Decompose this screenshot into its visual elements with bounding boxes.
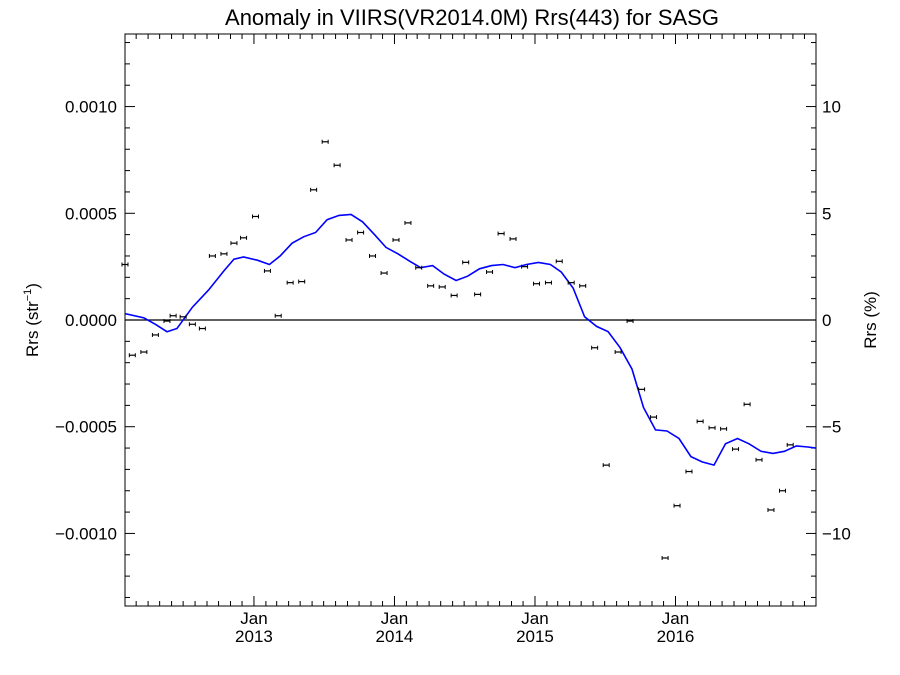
x-tick-label-year: 2014 bbox=[376, 627, 414, 646]
data-point bbox=[230, 241, 238, 246]
data-point bbox=[614, 350, 622, 355]
y-axis-left-label: Rrs (str−1) bbox=[22, 283, 42, 357]
data-point bbox=[208, 253, 216, 258]
data-point bbox=[533, 281, 541, 286]
data-point bbox=[720, 426, 728, 431]
axis-ticks: 0.0010 0.0005 0.0000 −0.0005 −0.0010 10 5 0 −5 −1… bbox=[55, 34, 851, 646]
data-point bbox=[121, 262, 129, 267]
y-left-tick-label: −0.0005 bbox=[55, 418, 117, 437]
data-point bbox=[509, 236, 517, 241]
data-point bbox=[755, 457, 763, 462]
x-tick-label-year: 2013 bbox=[235, 627, 273, 646]
data-point bbox=[579, 283, 587, 288]
y-axis-left-label-sup: −1 bbox=[22, 289, 34, 302]
y-right-tick-label: −5 bbox=[822, 418, 841, 437]
data-point bbox=[220, 251, 228, 256]
data-point bbox=[380, 271, 388, 276]
y-axis-right-label-text: Rrs (%) bbox=[861, 291, 880, 349]
data-point bbox=[685, 469, 693, 474]
data-point bbox=[163, 319, 171, 324]
data-point bbox=[450, 293, 458, 298]
x-tick-label-month: Jan bbox=[381, 609, 408, 628]
data-point bbox=[427, 283, 435, 288]
data-point bbox=[286, 280, 294, 285]
data-point bbox=[252, 214, 260, 219]
chart-title: Anomaly in VIIRS(VR2014.0M) Rrs(443) for… bbox=[225, 5, 719, 30]
data-point bbox=[310, 187, 318, 192]
y-left-tick-label: 0.0005 bbox=[65, 204, 117, 223]
data-point bbox=[345, 237, 353, 242]
data-point bbox=[743, 402, 751, 407]
data-point bbox=[567, 280, 575, 285]
data-point bbox=[638, 387, 646, 392]
data-point bbox=[179, 314, 187, 319]
y-axis-left-label-close: ) bbox=[23, 283, 42, 289]
data-point bbox=[240, 235, 248, 240]
data-point bbox=[673, 503, 681, 508]
data-point bbox=[369, 253, 377, 258]
x-tick-label-year: 2016 bbox=[657, 627, 695, 646]
data-point bbox=[661, 555, 669, 560]
data-point bbox=[650, 415, 658, 420]
data-point bbox=[462, 260, 470, 265]
y-left-tick-label: 0.0000 bbox=[65, 311, 117, 330]
data-point bbox=[140, 350, 148, 355]
line-series bbox=[124, 213, 817, 467]
data-point bbox=[274, 313, 282, 318]
data-point bbox=[708, 425, 716, 430]
y-left-tick-label: −0.0010 bbox=[55, 524, 117, 543]
data-point bbox=[497, 231, 505, 236]
x-tick-label-month: Jan bbox=[521, 609, 548, 628]
data-point bbox=[415, 265, 423, 270]
y-right-tick-label: 10 bbox=[822, 98, 841, 117]
data-point bbox=[151, 332, 159, 337]
axes bbox=[124, 33, 817, 607]
data-point bbox=[474, 292, 482, 297]
data-point bbox=[767, 507, 775, 512]
svg-text:Rrs (str−1): Rrs (str−1) bbox=[22, 283, 42, 357]
data-point bbox=[521, 264, 529, 269]
data-point bbox=[555, 259, 563, 264]
data-point bbox=[438, 284, 446, 289]
x-tick-label-month: Jan bbox=[240, 609, 267, 628]
y-left-tick-label: 0.0010 bbox=[65, 98, 117, 117]
data-point bbox=[357, 230, 365, 235]
data-point bbox=[602, 463, 610, 468]
y-right-tick-label: −10 bbox=[822, 524, 851, 543]
data-point bbox=[732, 447, 740, 452]
y-axis-right-label: Rrs (%) bbox=[861, 291, 880, 349]
data-point bbox=[188, 322, 196, 327]
data-point bbox=[392, 237, 400, 242]
y-axis-left-label-text: Rrs (str bbox=[23, 301, 42, 357]
data-point bbox=[298, 279, 306, 284]
data-point bbox=[591, 345, 599, 350]
data-point bbox=[544, 280, 552, 285]
x-tick-label-month: Jan bbox=[662, 609, 689, 628]
x-tick-label-year: 2015 bbox=[516, 627, 554, 646]
data-point bbox=[786, 442, 794, 447]
y-right-tick-label: 5 bbox=[822, 204, 831, 223]
data-point bbox=[263, 268, 271, 273]
data-point bbox=[128, 353, 136, 358]
data-point bbox=[321, 139, 329, 144]
y-right-tick-label: 0 bbox=[822, 311, 831, 330]
data-point bbox=[333, 163, 341, 168]
blue-trend-line bbox=[124, 213, 817, 467]
data-point bbox=[779, 488, 787, 493]
data-point bbox=[198, 326, 206, 331]
point-series bbox=[121, 139, 794, 560]
data-point bbox=[696, 419, 704, 424]
data-point bbox=[626, 319, 634, 324]
data-point bbox=[169, 313, 177, 318]
data-point bbox=[486, 269, 494, 274]
data-point bbox=[404, 220, 412, 225]
